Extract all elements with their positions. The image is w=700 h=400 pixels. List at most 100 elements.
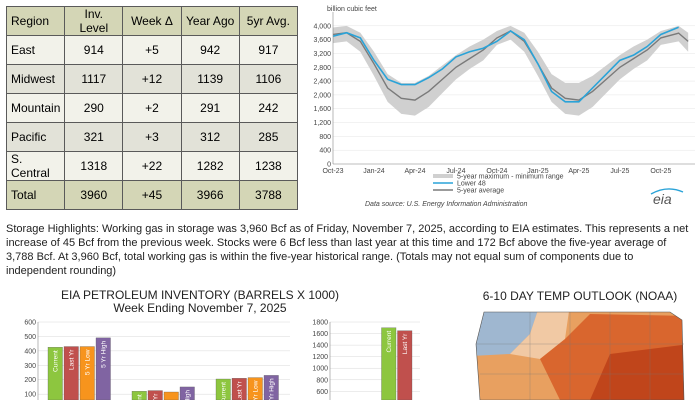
y-tick-label: 600: [24, 320, 36, 327]
y-tick-label: 3,600: [313, 37, 331, 44]
five-yr-avg-cell: 3788: [238, 180, 299, 210]
storage-table-header: Region Inv. Level Week Δ Year Ago 5yr Av…: [5, 6, 299, 36]
region-cell: East: [5, 35, 66, 65]
table-row: East 914 +5 942 917: [5, 35, 299, 65]
legend-label-avg: 5-year average: [457, 188, 504, 195]
x-tick-label: Oct-25: [650, 168, 671, 175]
week-change-cell: +3: [122, 122, 182, 152]
bar-label: 5 Yr High: [100, 340, 107, 367]
year-ago-cell: 312: [180, 122, 240, 152]
week-change-cell: +22: [122, 151, 182, 181]
inv-level-cell: 321: [64, 122, 124, 152]
region-well-above: [590, 344, 684, 400]
bar-label: Current: [220, 382, 227, 400]
inventory-title-line2: Week Ending November 7, 2025: [113, 301, 287, 315]
bar-label: Current: [52, 350, 59, 372]
header-region: Region: [5, 6, 66, 36]
inventory-bar-chart-2: 600 800 1000 1200 1400 1600 1800 Current Last Yr: [312, 320, 420, 400]
outlook-title: 6-10 DAY TEMP OUTLOOK (NOAA): [482, 289, 678, 303]
y-tick-label: 500: [24, 334, 36, 341]
x-tick-label: Apr-24: [404, 168, 425, 175]
y-tick-label: 3,200: [313, 51, 331, 58]
eia-logo-swoosh: [650, 188, 684, 195]
bar-last-yr: [231, 378, 247, 400]
x-tick-label: Jul-25: [610, 168, 629, 175]
table-total-row: Total 3960 +45 3966 3788: [5, 180, 299, 210]
bar-label: 5 Yr High: [184, 390, 191, 400]
year-ago-cell: 3966: [180, 180, 240, 210]
region-cell: Total: [5, 180, 66, 210]
storage-y-tick-labels: 0 400 800 1,200 1,600 2,000 2,400 2,800 3,200 3,6…: [313, 23, 331, 168]
x-tick-label: Jul-24: [446, 168, 465, 175]
header-inv-level: Inv. Level: [64, 6, 124, 36]
week-change-cell: +5: [122, 35, 182, 65]
y-tick-label: 1200: [312, 354, 328, 361]
y-tick-label: 300: [24, 363, 36, 370]
week-change-cell: +45: [122, 180, 182, 210]
y-tick-label: 1800: [312, 320, 328, 327]
five-yr-avg-cell: 1238: [238, 151, 299, 181]
inv-level-cell: 1318: [64, 151, 124, 181]
bar-five-yr-low: [247, 377, 263, 400]
y-tick-label: 800: [316, 377, 328, 384]
bar-five-yr-high: [95, 337, 111, 400]
region-cell: Mountain: [5, 93, 66, 123]
state-borders: [476, 312, 684, 400]
five-yr-avg-cell: 242: [238, 93, 299, 123]
eia-logo: eia: [653, 191, 672, 207]
header-5yr-avg: 5yr Avg.: [238, 6, 299, 36]
bar-label: 5 Yr High: [268, 378, 275, 400]
y-tick-label: 400: [24, 348, 36, 355]
storage-highlights: Storage Highlights: Working gas in stora…: [6, 223, 689, 277]
storage-ylabel: billion cubic feet: [327, 6, 377, 13]
week-change-cell: +2: [122, 93, 182, 123]
y-tick-label: 2,400: [313, 79, 331, 86]
inv-level-cell: 290: [64, 93, 124, 123]
bar-label: 5 Yr Low: [84, 349, 91, 375]
five-yr-avg-cell: 1106: [238, 64, 299, 94]
bar-label: Last Yr: [68, 349, 75, 370]
y-tick-label: 200: [24, 377, 36, 384]
region-cell: S. Central: [5, 151, 66, 181]
map-regions: [476, 312, 684, 400]
bar-label: Last Yr: [152, 393, 159, 400]
range-band: [333, 25, 689, 116]
y-tick-label: 1400: [312, 343, 328, 350]
header-year-ago: Year Ago: [180, 6, 240, 36]
legend-label-range: 5-year maximum - minimum range: [457, 174, 564, 181]
region-lean-above: [510, 312, 570, 359]
y-tick-label: 2,000: [313, 92, 331, 99]
x-tick-label: Oct-24: [486, 168, 507, 175]
bar-label: Current: [386, 331, 393, 353]
bar-last-yr: [63, 346, 79, 400]
bar-label: Current: [136, 394, 143, 400]
y-tick-label: 0: [327, 162, 331, 169]
bar-label: 5 Yr Low: [252, 380, 259, 400]
storage-line-chart: billion cubic feet 0 400 800 1,200 1,600 2,00…: [313, 6, 695, 208]
storage-table: Region Inv. Level Week Δ Year Ago 5yr Av…: [5, 6, 299, 210]
y-tick-label: 400: [319, 148, 331, 155]
bar-last-yr: [147, 390, 163, 400]
y-tick-label: 1,200: [313, 120, 331, 127]
inventory-title: EIA PETROLEUM INVENTORY (BARRELS X 1000)…: [40, 289, 360, 315]
table-row: S. Central 1318 +22 1282 1238: [5, 151, 299, 181]
year-ago-cell: 291: [180, 93, 240, 123]
header-week-change: Week Δ: [122, 6, 182, 36]
x-tick-label: Jan-25: [527, 168, 549, 175]
year-ago-cell: 1282: [180, 151, 240, 181]
five-yr-avg-cell: 917: [238, 35, 299, 65]
region-cell: Pacific: [5, 122, 66, 152]
y-tick-label: 1600: [312, 331, 328, 338]
bar-label: Last Yr: [236, 380, 243, 400]
inventory-bar-chart-1: 100 200 300 400 500 600 Current Last Yr 5 Yr Low…: [24, 320, 290, 400]
storage-legend: 5-year maximum - minimum range Lower 48 …: [433, 174, 564, 195]
bar-label: Last Yr: [402, 333, 409, 354]
x-tick-label: Apr-25: [568, 168, 589, 175]
temp-outlook-map: [470, 304, 690, 400]
y-tick-label: 600: [316, 389, 328, 396]
five-yr-avg-cell: 285: [238, 122, 299, 152]
legend-label-lower48: Lower 48: [457, 181, 486, 188]
inventory-title-line1: EIA PETROLEUM INVENTORY (BARRELS X 1000): [60, 288, 340, 302]
y-tick-label: 4,000: [313, 23, 331, 30]
bar-five-yr-low: [79, 346, 95, 400]
